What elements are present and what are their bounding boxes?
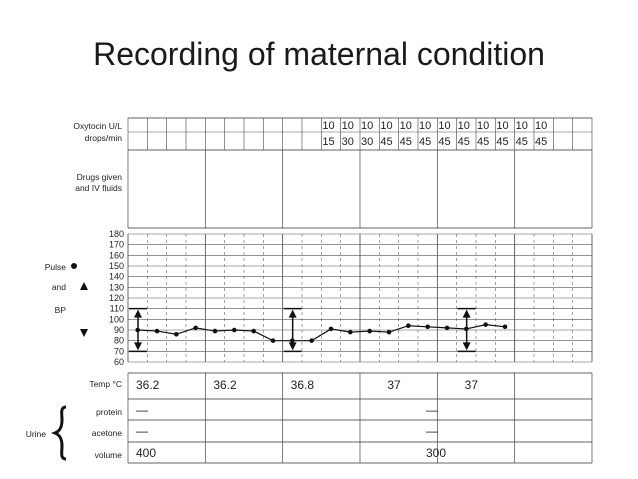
urine-acetone-value: — bbox=[136, 424, 148, 438]
pulse-point bbox=[502, 324, 508, 330]
pulse-point bbox=[212, 328, 218, 334]
oxytocin-units-value: 10 bbox=[496, 120, 508, 132]
oxytocin-drops-value: 15 bbox=[322, 136, 334, 148]
temperature-value: 36.8 bbox=[291, 378, 315, 392]
pulse-point bbox=[444, 325, 450, 331]
y-tick-label: 100 bbox=[109, 314, 124, 324]
oxytocin-units-value: 10 bbox=[419, 120, 431, 132]
oxytocin-values: 10 15 10 30 10 30 10 45 10 45 10 45 10 45 10 45 10 45 10 45… bbox=[322, 120, 547, 148]
bp-down-arrow bbox=[288, 342, 297, 351]
temperature-value: 37 bbox=[465, 378, 479, 392]
bp-up-arrow bbox=[462, 309, 471, 318]
oxytocin-units-value: 10 bbox=[380, 120, 392, 132]
row-labels: Oxytocin U/L drops/min Drugs given and I… bbox=[26, 121, 123, 461]
y-tick-label: 110 bbox=[110, 304, 124, 314]
y-tick-label: 70 bbox=[114, 346, 124, 356]
bp-down-arrow-legend-icon bbox=[80, 329, 88, 337]
pulse-point bbox=[193, 325, 198, 331]
oxytocin-units-value: 10 bbox=[342, 120, 354, 132]
oxytocin-drops-value: 45 bbox=[419, 136, 431, 148]
pulse-point bbox=[154, 328, 160, 334]
pulse-point bbox=[386, 329, 392, 335]
oxytocin-drops-value: 45 bbox=[477, 136, 489, 148]
oxytocin-units-value: 10 bbox=[400, 120, 412, 132]
temp-label: Temp °C bbox=[89, 379, 122, 389]
pulse-label: Pulse bbox=[45, 262, 67, 272]
acetone-label: acetone bbox=[92, 428, 123, 438]
pulse-point bbox=[270, 338, 276, 343]
bp-up-arrow bbox=[288, 309, 297, 318]
oxytocin-drops-value: 45 bbox=[496, 136, 508, 148]
protein-label: protein bbox=[96, 407, 122, 417]
pulse-point bbox=[406, 323, 411, 329]
y-tick-label: 140 bbox=[109, 272, 124, 282]
pulse-point bbox=[251, 328, 256, 334]
pulse-point bbox=[174, 331, 179, 337]
pulse-point bbox=[328, 326, 334, 332]
chart-grid bbox=[127, 117, 593, 464]
and-label: and bbox=[52, 282, 66, 292]
bp-down-arrow bbox=[134, 342, 142, 351]
drugs-label-line2: and IV fluids bbox=[75, 183, 122, 193]
oxytocin-units-value: 10 bbox=[438, 120, 450, 132]
urine-values: — — — — 400 300 bbox=[136, 403, 446, 460]
pulse-point bbox=[367, 328, 372, 334]
oxytocin-label-line1: Oxytocin U/L bbox=[73, 121, 122, 131]
volume-label: volume bbox=[95, 450, 123, 460]
pulse-point bbox=[348, 329, 353, 335]
oxytocin-drops-value: 30 bbox=[342, 136, 354, 148]
bp-label: BP bbox=[55, 305, 67, 315]
y-tick-label: 60 bbox=[114, 357, 124, 367]
urine-protein-value: — bbox=[136, 403, 148, 417]
oxytocin-drops-value: 45 bbox=[458, 136, 470, 148]
urine-protein-value: — bbox=[426, 403, 438, 417]
y-tick-label: 130 bbox=[109, 282, 124, 292]
bp-down-arrow bbox=[462, 342, 471, 351]
oxytocin-drops-value: 45 bbox=[438, 136, 450, 148]
y-tick-label: 160 bbox=[109, 250, 124, 260]
oxytocin-units-value: 10 bbox=[322, 120, 334, 132]
temperature-value: 36.2 bbox=[213, 378, 237, 392]
urine-volume-value: 400 bbox=[136, 446, 156, 460]
y-tick-label: 180 bbox=[109, 229, 124, 239]
oxytocin-drops-value: 45 bbox=[380, 136, 392, 148]
y-tick-label: 80 bbox=[114, 336, 124, 346]
drugs-label-line1: Drugs given bbox=[77, 172, 123, 182]
urine-acetone-value: — bbox=[426, 424, 438, 438]
y-tick-label: 120 bbox=[109, 293, 124, 303]
vitals-series bbox=[129, 307, 508, 353]
oxytocin-drops-value: 45 bbox=[516, 136, 528, 148]
y-tick-label: 150 bbox=[109, 261, 124, 271]
pulse-point bbox=[483, 322, 488, 327]
pulse-point bbox=[309, 338, 314, 343]
oxytocin-units-value: 10 bbox=[361, 120, 373, 132]
pulse-dot-legend-icon bbox=[71, 263, 77, 269]
temperature-value: 36.2 bbox=[136, 378, 160, 392]
oxytocin-units-value: 10 bbox=[458, 120, 470, 132]
pulse-line bbox=[137, 324, 506, 342]
temperature-values: 36.2 36.2 36.8 37 37 bbox=[136, 378, 478, 392]
bp-up-arrow-legend-icon bbox=[80, 282, 88, 290]
oxytocin-units-value: 10 bbox=[477, 120, 489, 132]
oxytocin-label-line2: drops/min bbox=[85, 133, 123, 143]
y-tick-label: 170 bbox=[109, 240, 124, 250]
pulse-point bbox=[425, 324, 430, 330]
urine-volume-value: 300 bbox=[426, 446, 446, 460]
y-tick-label: 90 bbox=[114, 325, 124, 335]
page-title: Recording of maternal condition bbox=[93, 36, 545, 72]
oxytocin-units-value: 10 bbox=[516, 120, 528, 132]
oxytocin-units-value: 10 bbox=[535, 120, 547, 132]
bp-up-arrow bbox=[134, 309, 142, 318]
pulse-point bbox=[232, 327, 237, 333]
oxytocin-drops-value: 45 bbox=[400, 136, 412, 148]
oxytocin-drops-value: 30 bbox=[361, 136, 373, 148]
oxytocin-drops-value: 45 bbox=[535, 136, 547, 148]
urine-label: Urine bbox=[26, 429, 47, 439]
temperature-value: 37 bbox=[387, 378, 401, 392]
urine-brace-icon bbox=[50, 405, 67, 461]
